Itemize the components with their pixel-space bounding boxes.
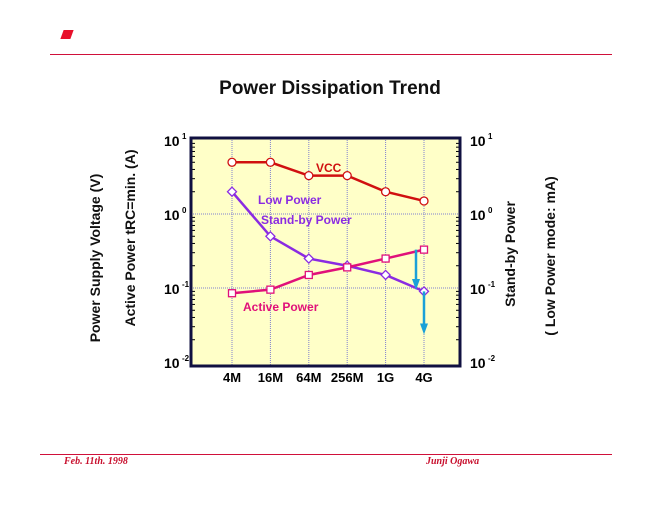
series-line-2 (231, 248, 425, 295)
x-tick-label: 1G (377, 370, 394, 385)
x-tick-label: 4G (415, 370, 432, 385)
y-tick-left-exp: 1 (182, 132, 187, 141)
arrow-down-icon (412, 279, 420, 290)
series-label-active-power: Active Power (243, 300, 319, 314)
y-tick-right: 10 (470, 207, 486, 223)
standby-point (303, 253, 315, 264)
active-power-point (266, 285, 275, 294)
vcc-point (227, 157, 237, 167)
y-tick-right: 10 (470, 281, 486, 297)
x-tick-label: 16M (258, 370, 283, 385)
y-tick-right-exp: 0 (488, 206, 493, 215)
y-tick-right-exp: -1 (488, 280, 496, 289)
active-power-point (227, 289, 237, 298)
y-tick-left: 10 (164, 207, 180, 223)
page-title: Power Dissipation Trend (219, 78, 441, 99)
series-label-vcc: VCC (316, 161, 342, 175)
series-label-low-power: Low Power (258, 193, 322, 207)
active-power-point (381, 254, 390, 263)
vcc-point (419, 196, 429, 206)
standby-point (380, 269, 392, 281)
footer-rule (40, 454, 612, 455)
y-tick-right-exp: -2 (488, 354, 496, 363)
x-tick-label: 4M (223, 370, 241, 385)
active-power-point (343, 263, 352, 272)
y-tick-left-exp: 0 (182, 206, 187, 215)
standby-point (226, 186, 238, 198)
footer-author: Junji Ogawa (426, 456, 480, 467)
y-tick-right: 10 (470, 355, 486, 371)
x-tick-label: 64M (296, 370, 321, 385)
footer-date: Feb. 11th. 1998 (64, 456, 128, 467)
vcc-point (265, 157, 276, 167)
header-rule (50, 54, 612, 55)
active-power-point (419, 245, 429, 254)
standby-point (264, 230, 276, 242)
y-tick-left-exp: -2 (182, 354, 190, 363)
x-tick-label: 256M (331, 370, 364, 385)
vcc-point (342, 170, 352, 181)
y-tick-left: 10 (164, 281, 180, 297)
vcc-point (304, 170, 314, 181)
plot-frame (189, 136, 462, 368)
series-line-0 (232, 161, 425, 203)
active-power-point (304, 270, 313, 280)
y-tick-right-exp: 1 (488, 132, 493, 141)
series-line-1 (231, 190, 425, 293)
y-tick-left: 10 (164, 355, 180, 371)
series-label-standby: Stand-by Power (261, 213, 352, 227)
y-tick-left-exp: -1 (182, 280, 190, 289)
arrow-down-icon (420, 323, 428, 335)
y-tick-right: 10 (470, 133, 486, 149)
y-tick-left: 10 (164, 133, 180, 149)
vcc-point (380, 187, 391, 197)
